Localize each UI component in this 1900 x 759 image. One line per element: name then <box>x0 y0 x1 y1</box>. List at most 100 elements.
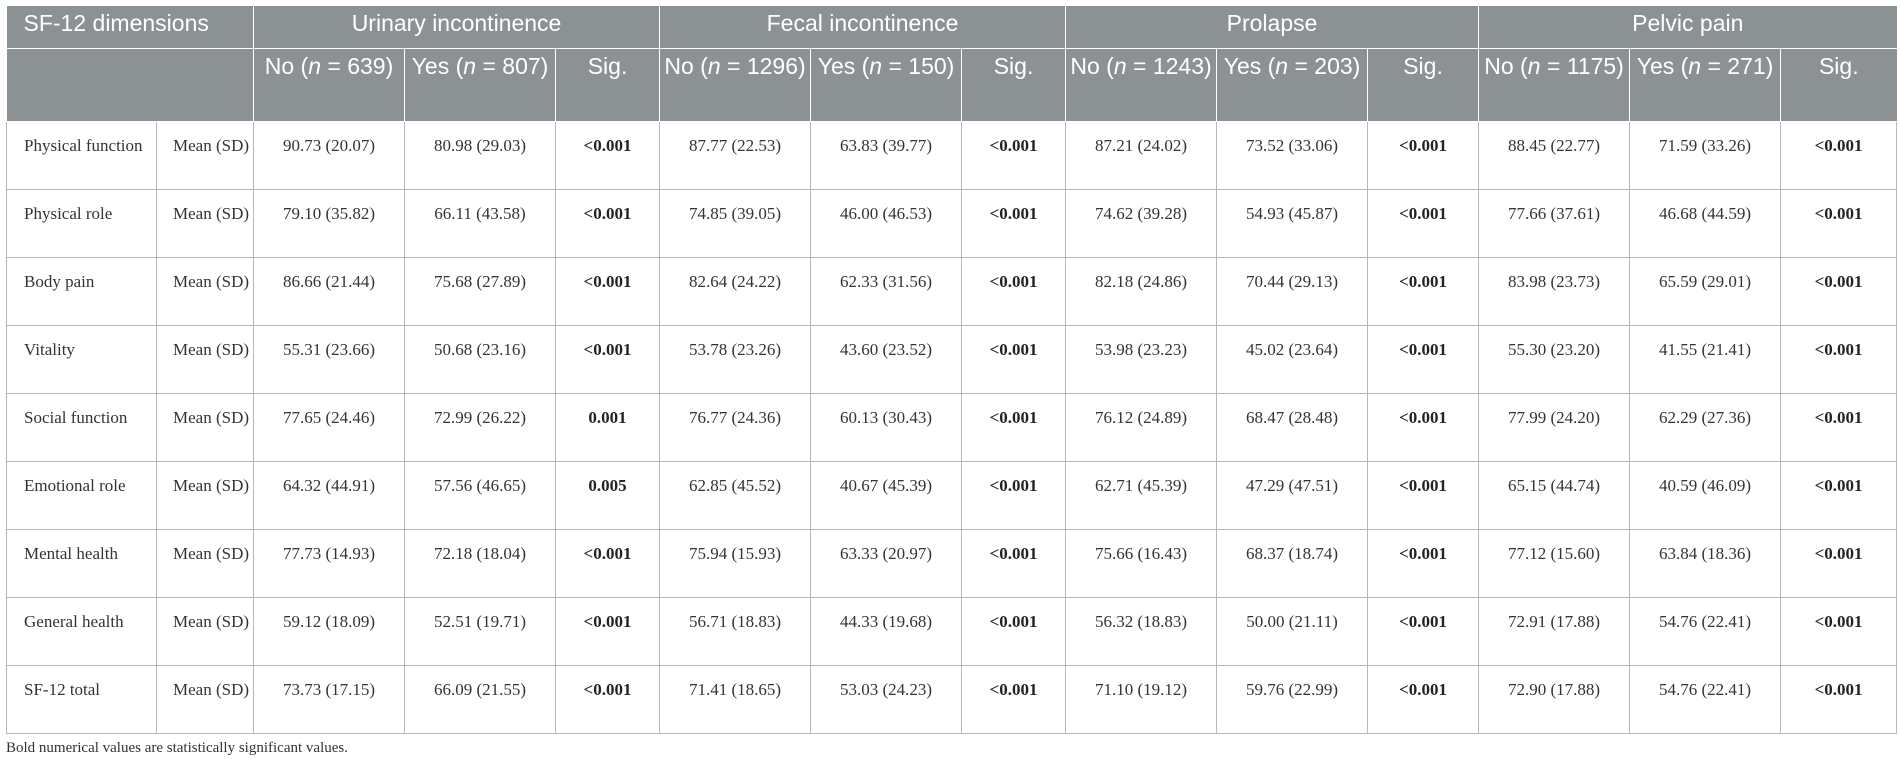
significance-cell: <0.001 <box>555 665 661 734</box>
significance-cell: <0.001 <box>961 189 1067 258</box>
mean-sd-cell: 56.32 (18.83) <box>1065 597 1218 666</box>
mean-sd-cell: 80.98 (29.03) <box>404 121 557 190</box>
mean-sd-cell: 65.59 (29.01) <box>1629 257 1782 326</box>
row-statistic-label: Mean (SD) <box>156 257 255 326</box>
significance-cell: <0.001 <box>1780 665 1898 734</box>
mean-sd-cell: 77.66 (37.61) <box>1478 189 1631 258</box>
mean-sd-cell: 76.12 (24.89) <box>1065 393 1218 462</box>
sig-header: Sig. <box>1780 48 1897 122</box>
mean-sd-cell: 59.12 (18.09) <box>253 597 406 666</box>
significance-cell: <0.001 <box>1780 189 1898 258</box>
significance-cell: <0.001 <box>555 189 661 258</box>
group-header: Prolapse <box>1065 6 1480 49</box>
mean-sd-cell: 82.64 (24.22) <box>659 257 812 326</box>
significance-cell: <0.001 <box>1367 325 1480 394</box>
mean-sd-cell: 63.33 (20.97) <box>810 529 963 598</box>
table-row: General health Mean (SD) 59.12 (18.09) 52.5… <box>6 597 1898 666</box>
significance-cell: <0.001 <box>961 597 1067 666</box>
mean-sd-cell: 52.51 (19.71) <box>404 597 557 666</box>
mean-sd-cell: 68.37 (18.74) <box>1216 529 1369 598</box>
row-dimension-name: Emotional role <box>6 461 157 530</box>
row-statistic-label: Mean (SD) <box>156 121 255 190</box>
row-statistic-label: Mean (SD) <box>156 597 255 666</box>
no-header: No (n = 639) <box>253 48 406 122</box>
significance-cell: 0.001 <box>555 393 661 462</box>
significance-cell: <0.001 <box>1367 529 1480 598</box>
table-row: Physical role Mean (SD) 79.10 (35.82) 66.11… <box>6 189 1898 258</box>
mean-sd-cell: 60.13 (30.43) <box>810 393 963 462</box>
no-header: No (n = 1243) <box>1065 48 1218 122</box>
row-dimension-name: Vitality <box>6 325 157 394</box>
table-container: SF-12 dimensions Urinary incontinence Fe… <box>6 6 1898 734</box>
significance-cell: <0.001 <box>555 325 661 394</box>
mean-sd-cell: 55.30 (23.20) <box>1478 325 1631 394</box>
mean-sd-cell: 88.45 (22.77) <box>1478 121 1631 190</box>
mean-sd-cell: 53.98 (23.23) <box>1065 325 1218 394</box>
mean-sd-cell: 74.85 (39.05) <box>659 189 812 258</box>
mean-sd-cell: 63.84 (18.36) <box>1629 529 1782 598</box>
significance-cell: <0.001 <box>555 121 661 190</box>
mean-sd-cell: 54.76 (22.41) <box>1629 597 1782 666</box>
table-row: Physical function Mean (SD) 90.73 (20.07) 8… <box>6 121 1898 190</box>
sig-header: Sig. <box>1367 48 1480 122</box>
group-header: Urinary incontinence <box>253 6 661 49</box>
yes-header: Yes (n = 203) <box>1216 48 1369 122</box>
mean-sd-cell: 65.15 (44.74) <box>1478 461 1631 530</box>
mean-sd-cell: 72.91 (17.88) <box>1478 597 1631 666</box>
mean-sd-cell: 73.52 (33.06) <box>1216 121 1369 190</box>
significance-cell: <0.001 <box>555 257 661 326</box>
mean-sd-cell: 72.90 (17.88) <box>1478 665 1631 734</box>
mean-sd-cell: 72.18 (18.04) <box>404 529 557 598</box>
mean-sd-cell: 59.76 (22.99) <box>1216 665 1369 734</box>
row-statistic-label: Mean (SD) <box>156 189 255 258</box>
mean-sd-cell: 87.77 (22.53) <box>659 121 812 190</box>
mean-sd-cell: 77.12 (15.60) <box>1478 529 1631 598</box>
row-dimension-name: Physical role <box>6 189 157 258</box>
table-row: Mental health Mean (SD) 77.73 (14.93) 72.18… <box>6 529 1898 598</box>
mean-sd-cell: 54.76 (22.41) <box>1629 665 1782 734</box>
row-dimension-name: Body pain <box>6 257 157 326</box>
significance-cell: 0.005 <box>555 461 661 530</box>
mean-sd-cell: 75.66 (16.43) <box>1065 529 1218 598</box>
dimensions-header: SF-12 dimensions <box>6 6 255 49</box>
table-footnote: Bold numerical values are statistically … <box>6 740 348 756</box>
mean-sd-cell: 40.67 (45.39) <box>810 461 963 530</box>
significance-cell: <0.001 <box>1780 529 1898 598</box>
sig-header: Sig. <box>555 48 661 122</box>
mean-sd-cell: 75.94 (15.93) <box>659 529 812 598</box>
mean-sd-cell: 71.10 (19.12) <box>1065 665 1218 734</box>
mean-sd-cell: 66.11 (43.58) <box>404 189 557 258</box>
mean-sd-cell: 73.73 (17.15) <box>253 665 406 734</box>
significance-cell: <0.001 <box>555 597 661 666</box>
significance-cell: <0.001 <box>1780 121 1898 190</box>
group-header: Pelvic pain <box>1478 6 1897 49</box>
significance-cell: <0.001 <box>1780 597 1898 666</box>
mean-sd-cell: 72.99 (26.22) <box>404 393 557 462</box>
sf12-table: SF-12 dimensions Urinary incontinence Fe… <box>6 6 1898 734</box>
mean-sd-cell: 82.18 (24.86) <box>1065 257 1218 326</box>
significance-cell: <0.001 <box>1367 665 1480 734</box>
significance-cell: <0.001 <box>961 121 1067 190</box>
no-header: No (n = 1296) <box>659 48 812 122</box>
significance-cell: <0.001 <box>1780 325 1898 394</box>
significance-cell: <0.001 <box>555 529 661 598</box>
empty-header-cell <box>6 48 255 122</box>
significance-cell: <0.001 <box>1780 461 1898 530</box>
mean-sd-cell: 79.10 (35.82) <box>253 189 406 258</box>
mean-sd-cell: 45.02 (23.64) <box>1216 325 1369 394</box>
significance-cell: <0.001 <box>961 461 1067 530</box>
mean-sd-cell: 46.00 (46.53) <box>810 189 963 258</box>
yes-header: Yes (n = 150) <box>810 48 963 122</box>
mean-sd-cell: 70.44 (29.13) <box>1216 257 1369 326</box>
row-statistic-label: Mean (SD) <box>156 461 255 530</box>
row-dimension-name: Physical function <box>6 121 157 190</box>
yes-header: Yes (n = 807) <box>404 48 557 122</box>
mean-sd-cell: 41.55 (21.41) <box>1629 325 1782 394</box>
mean-sd-cell: 71.41 (18.65) <box>659 665 812 734</box>
significance-cell: <0.001 <box>1367 121 1480 190</box>
yes-header: Yes (n = 271) <box>1629 48 1782 122</box>
mean-sd-cell: 56.71 (18.83) <box>659 597 812 666</box>
mean-sd-cell: 40.59 (46.09) <box>1629 461 1782 530</box>
mean-sd-cell: 74.62 (39.28) <box>1065 189 1218 258</box>
mean-sd-cell: 87.21 (24.02) <box>1065 121 1218 190</box>
